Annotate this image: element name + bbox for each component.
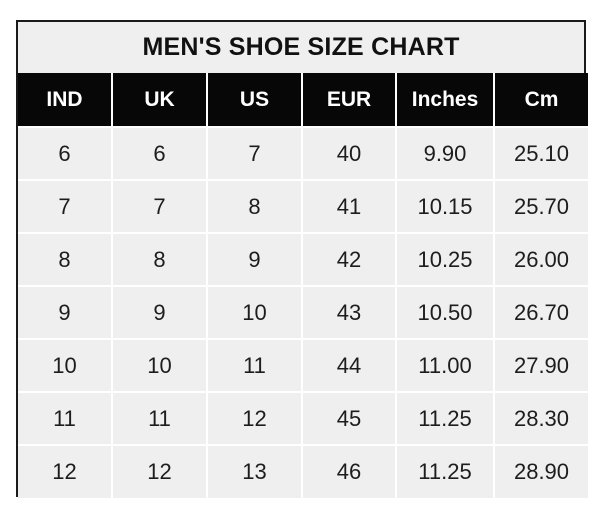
cell-us: 10	[207, 286, 303, 340]
cell-ind: 7	[18, 180, 113, 234]
cell-uk: 12	[112, 445, 208, 498]
cell-ind: 6	[18, 127, 113, 181]
cell-eur: 42	[302, 233, 397, 287]
cell-inches: 9.90	[396, 127, 495, 181]
table-row: 12 12 13 46 11.25 28.90	[18, 445, 588, 498]
cell-uk: 11	[112, 392, 208, 446]
cell-inches: 11.25	[396, 392, 495, 446]
cell-eur: 43	[302, 286, 397, 340]
cell-inches: 11.00	[396, 339, 495, 393]
cell-cm: 26.00	[494, 233, 588, 287]
cell-eur: 46	[302, 445, 397, 498]
column-header-cm: Cm	[494, 73, 588, 128]
cell-cm: 28.90	[494, 445, 588, 498]
cell-ind: 8	[18, 233, 113, 287]
cell-uk: 8	[112, 233, 208, 287]
column-header-ind: IND	[18, 73, 113, 128]
column-header-uk: UK	[112, 73, 208, 128]
cell-cm: 27.90	[494, 339, 588, 393]
cell-inches: 10.15	[396, 180, 495, 234]
cell-us: 12	[207, 392, 303, 446]
cell-ind: 12	[18, 445, 113, 498]
cell-us: 13	[207, 445, 303, 498]
cell-us: 9	[207, 233, 303, 287]
cell-eur: 45	[302, 392, 397, 446]
cell-uk: 10	[112, 339, 208, 393]
cell-eur: 44	[302, 339, 397, 393]
cell-us: 8	[207, 180, 303, 234]
cell-cm: 25.70	[494, 180, 588, 234]
cell-ind: 10	[18, 339, 113, 393]
table-row: 9 9 10 43 10.50 26.70	[18, 286, 588, 340]
cell-us: 11	[207, 339, 303, 393]
cell-uk: 9	[112, 286, 208, 340]
table-row: 7 7 8 41 10.15 25.70	[18, 180, 588, 234]
table-row: 8 8 9 42 10.25 26.00	[18, 233, 588, 287]
page-title: MEN'S SHOE SIZE CHART	[18, 22, 584, 73]
cell-inches: 10.25	[396, 233, 495, 287]
cell-ind: 9	[18, 286, 113, 340]
table-row: 10 10 11 44 11.00 27.90	[18, 339, 588, 393]
cell-uk: 6	[112, 127, 208, 181]
column-header-inches: Inches	[396, 73, 495, 128]
cell-inches: 10.50	[396, 286, 495, 340]
table-body: 6 6 7 40 9.90 25.10 7 7 8 41 10.15 25.70…	[18, 127, 588, 498]
cell-cm: 26.70	[494, 286, 588, 340]
cell-cm: 28.30	[494, 392, 588, 446]
cell-us: 7	[207, 127, 303, 181]
cell-uk: 7	[112, 180, 208, 234]
cell-eur: 40	[302, 127, 397, 181]
table-header-row: IND UK US EUR Inches Cm	[18, 73, 588, 128]
table-header: IND UK US EUR Inches Cm	[18, 73, 588, 128]
cell-eur: 41	[302, 180, 397, 234]
table-row: 6 6 7 40 9.90 25.10	[18, 127, 588, 181]
column-header-eur: EUR	[302, 73, 397, 128]
cell-ind: 11	[18, 392, 113, 446]
cell-inches: 11.25	[396, 445, 495, 498]
table-row: 11 11 12 45 11.25 28.30	[18, 392, 588, 446]
cell-cm: 25.10	[494, 127, 588, 181]
column-header-us: US	[207, 73, 303, 128]
size-chart-table: IND UK US EUR Inches Cm 6 6 7 40 9.90 25…	[18, 73, 588, 498]
size-chart-table-container: MEN'S SHOE SIZE CHART IND UK US EUR Inch…	[16, 20, 588, 498]
